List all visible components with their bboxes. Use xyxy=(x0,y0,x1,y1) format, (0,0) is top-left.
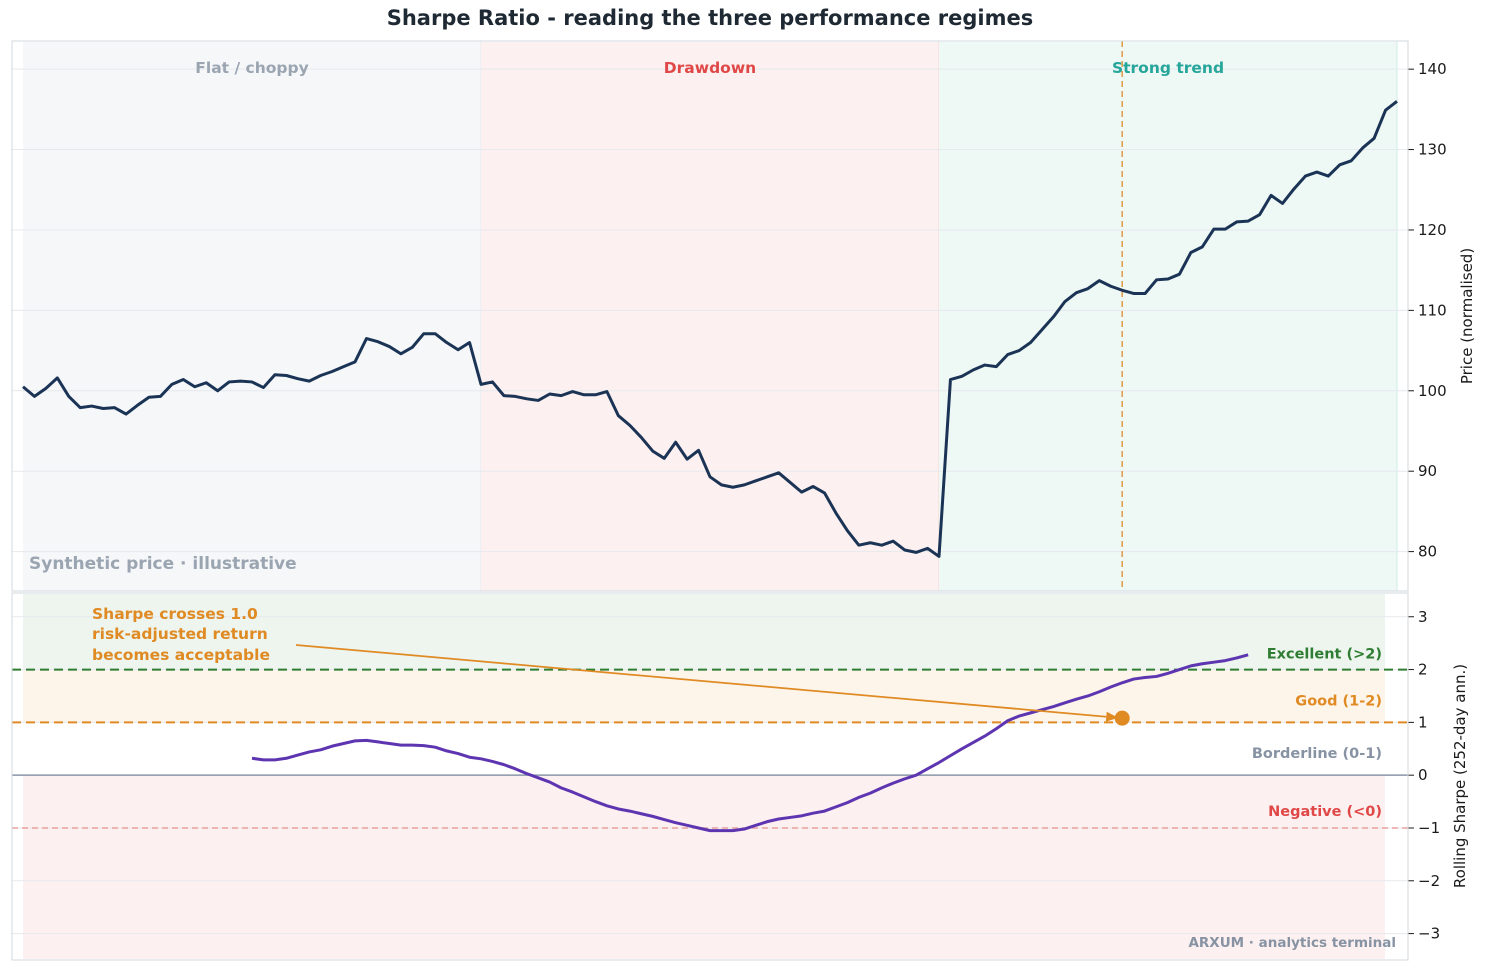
regime-label: Flat / choppy xyxy=(195,59,308,77)
tick-label: 2 xyxy=(1418,661,1428,679)
sharpe-axis-label: Rolling Sharpe (252-day ann.) xyxy=(1451,664,1469,888)
tick-label: 140 xyxy=(1418,60,1447,78)
price-gridlines xyxy=(12,68,1408,553)
tick-label: −2 xyxy=(1418,872,1440,890)
sharpe-band-shading xyxy=(23,594,1385,959)
tick-label: 80 xyxy=(1418,543,1437,561)
tick-label: 130 xyxy=(1418,141,1447,159)
regime-band-3 xyxy=(939,42,1397,591)
band-label: Negative (<0) xyxy=(1268,804,1382,820)
tick-label: −3 xyxy=(1418,925,1440,943)
annotation-arrow xyxy=(295,644,1107,718)
sharpe-panel-frame xyxy=(11,592,1409,961)
tick-label: 120 xyxy=(1418,221,1447,239)
tick-label: 100 xyxy=(1418,382,1447,400)
regime-shading xyxy=(23,41,1398,591)
tick-label: 90 xyxy=(1418,462,1437,480)
chart-title: Sharpe Ratio - reading the three perform… xyxy=(386,6,1034,30)
synthetic-note: Synthetic price · illustrative xyxy=(29,554,297,574)
negative-zone xyxy=(23,775,1385,959)
sharpe-axis-ticks: −3 −2 −1 0 1 2 3 xyxy=(1408,608,1440,943)
regime-band-1 xyxy=(23,42,481,591)
tick-label: 110 xyxy=(1418,301,1447,319)
brand-footer: ARXUM · analytics terminal xyxy=(1188,935,1396,951)
price-panel: Flat / choppy Drawdown Strong trend Synthe… xyxy=(11,40,1476,592)
tick-label: 0 xyxy=(1418,766,1428,784)
good-zone xyxy=(23,669,1385,723)
annotation-arrowhead xyxy=(1105,711,1119,722)
annotation-line-2: risk-adjusted return xyxy=(92,625,268,643)
sharpe-series-line xyxy=(251,653,1249,833)
regime-band-2 xyxy=(481,42,939,591)
band-label: Excellent (>2) xyxy=(1267,647,1382,663)
price-panel-frame xyxy=(11,40,1409,592)
band-labels: Excellent (>2) Good (1-2) Borderline (0-1)… xyxy=(1252,647,1382,820)
band-label: Borderline (0-1) xyxy=(1252,746,1382,762)
price-series-line xyxy=(22,100,1398,558)
crossover-point xyxy=(1114,710,1130,726)
regime-labels: Flat / choppy Drawdown Strong trend xyxy=(195,59,1224,77)
tick-label: 3 xyxy=(1418,608,1428,626)
price-axis-label: Price (normalised) xyxy=(1458,248,1476,384)
regime-label: Drawdown xyxy=(664,59,756,77)
annotation-line-3: becomes acceptable xyxy=(92,646,270,664)
band-label: Good (1-2) xyxy=(1295,693,1382,709)
tick-label: 1 xyxy=(1418,713,1428,731)
excellent-zone xyxy=(23,594,1385,670)
price-axis-ticks: 80 90 100 110 120 130 140 xyxy=(1408,60,1447,561)
tick-label: −1 xyxy=(1418,819,1440,837)
sharpe-panel: Excellent (>2) Good (1-2) Borderline (0-1)… xyxy=(11,592,1469,961)
regime-label: Strong trend xyxy=(1112,59,1224,77)
annotation-line-1: Sharpe crosses 1.0 xyxy=(92,605,258,623)
